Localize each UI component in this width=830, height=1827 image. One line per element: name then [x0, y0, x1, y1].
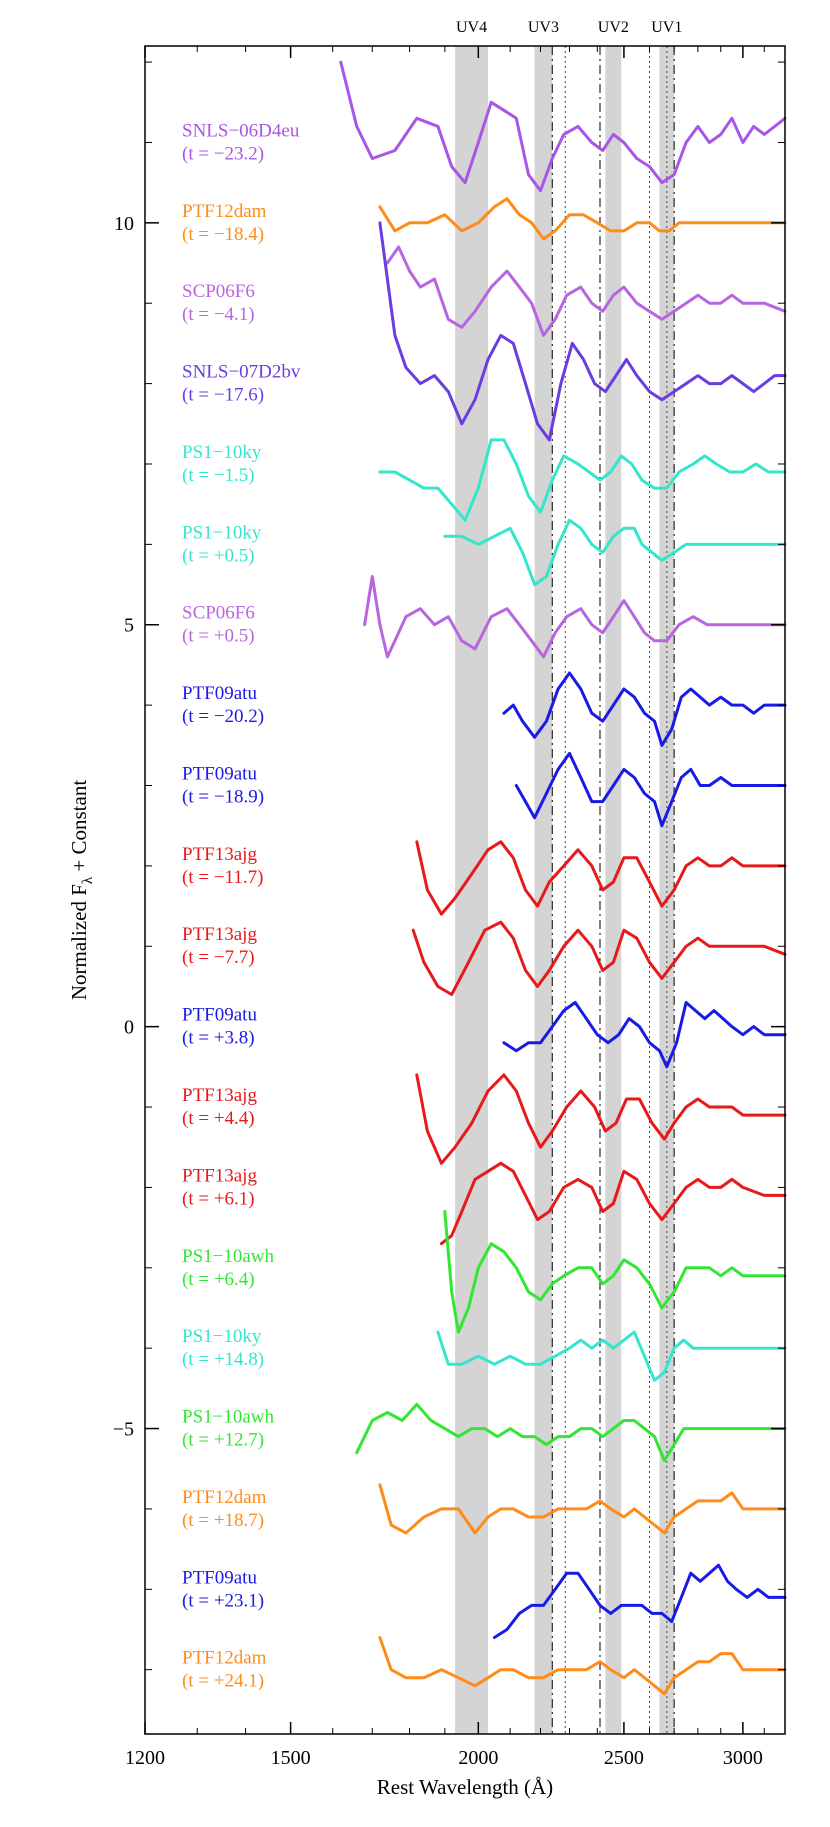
- series-epoch-label-14: (t = +6.4): [182, 1269, 255, 1290]
- series-line-2: [385, 245, 787, 337]
- series-name-label-15: PS1−10ky: [182, 1326, 262, 1347]
- series-name-label-10: PTF13ajg: [182, 924, 257, 945]
- series-line-1: [378, 197, 787, 241]
- series-line-19: [378, 1636, 787, 1696]
- series-name-label-3: SNLS−07D2bv: [182, 362, 301, 383]
- series-epoch-label-0: (t = −23.2): [182, 143, 264, 164]
- series-name-label-0: SNLS−06D4eu: [182, 120, 300, 141]
- uv-band-label-uv1: UV1: [651, 19, 682, 36]
- uv-band-label-uv4: UV4: [456, 19, 487, 36]
- x-tick-label-0: 1200: [125, 1747, 165, 1769]
- uv-band-label-uv2: UV2: [598, 19, 629, 36]
- spectra-series: [339, 60, 787, 1696]
- x-axis-label: Rest Wavelength (Å): [377, 1775, 553, 1799]
- axis-ticks: 1200 1500 2000 2500 3000 10 5 0 −5: [113, 46, 785, 1769]
- series-name-label-18: PTF09atu: [182, 1567, 257, 1588]
- series-name-label-19: PTF12dam: [182, 1648, 267, 1669]
- y-axis-label-subscript: λ: [80, 876, 96, 884]
- series-epoch-label-16: (t = +12.7): [182, 1430, 264, 1451]
- series-name-label-4: PS1−10ky: [182, 442, 262, 463]
- y-tick-label-1: 5: [124, 615, 134, 637]
- plot-frame: [144, 45, 786, 1735]
- series-line-14: [443, 1210, 787, 1334]
- series-epoch-label-17: (t = +18.7): [182, 1510, 264, 1531]
- y-tick-label-0: 10: [114, 213, 134, 235]
- series-name-label-7: PTF09atu: [182, 683, 257, 704]
- series-epoch-label-6: (t = +0.5): [182, 626, 255, 647]
- series-name-label-9: PTF13ajg: [182, 844, 257, 865]
- series-epoch-label-1: (t = −18.4): [182, 224, 264, 245]
- series-line-9: [415, 840, 787, 916]
- series-name-label-1: PTF12dam: [182, 201, 267, 222]
- series-name-label-8: PTF09atu: [182, 763, 257, 784]
- series-name-label-17: PTF12dam: [182, 1487, 267, 1508]
- series-line-11: [502, 1001, 787, 1069]
- y-axis-label: Normalized Fλ + Constant: [67, 780, 96, 1001]
- series-name-label-14: PS1−10awh: [182, 1246, 275, 1267]
- series-name-label-13: PTF13ajg: [182, 1165, 257, 1186]
- uv-bands: UV4 UV3 UV2 UV1: [455, 19, 682, 1734]
- series-epoch-label-2: (t = −4.1): [182, 304, 255, 325]
- series-epoch-label-4: (t = −1.5): [182, 465, 255, 486]
- series-name-label-2: SCP06F6: [182, 281, 255, 302]
- x-tick-label-3: 2500: [604, 1747, 644, 1769]
- series-epoch-label-7: (t = −20.2): [182, 706, 264, 727]
- x-tick-label-1: 1500: [271, 1747, 311, 1769]
- uv-band-label-uv3: UV3: [528, 19, 559, 36]
- series-epoch-label-18: (t = +23.1): [182, 1590, 264, 1611]
- series-line-16: [355, 1402, 787, 1463]
- series-epoch-label-19: (t = +24.1): [182, 1671, 264, 1692]
- series-name-label-12: PTF13ajg: [182, 1085, 257, 1106]
- series-epoch-label-15: (t = +14.8): [182, 1349, 264, 1370]
- series-epoch-label-8: (t = −18.9): [182, 786, 264, 807]
- series-labels: SNLS−06D4eu(t = −23.2)PTF12dam(t = −18.4…: [182, 120, 301, 1691]
- series-line-18: [492, 1563, 787, 1639]
- uv-band-uv2: [605, 46, 622, 1734]
- series-line-5: [443, 518, 787, 587]
- series-epoch-label-11: (t = +3.8): [182, 1028, 255, 1049]
- x-tick-label-2: 2000: [458, 1747, 498, 1769]
- uv-band-uv1: [659, 46, 675, 1734]
- series-epoch-label-10: (t = −7.7): [182, 947, 255, 968]
- series-epoch-label-3: (t = −17.6): [182, 385, 264, 406]
- series-line-8: [514, 751, 787, 828]
- series-line-17: [378, 1483, 787, 1535]
- series-line-0: [339, 60, 787, 193]
- series-line-12: [415, 1073, 787, 1165]
- series-epoch-label-12: (t = +4.4): [182, 1108, 255, 1129]
- series-line-13: [439, 1161, 787, 1246]
- series-name-label-16: PS1−10awh: [182, 1407, 275, 1428]
- series-epoch-label-13: (t = +6.1): [182, 1188, 255, 1209]
- series-line-10: [411, 920, 787, 996]
- series-epoch-label-9: (t = −11.7): [182, 867, 263, 888]
- series-line-15: [436, 1330, 787, 1382]
- series-name-label-6: SCP06F6: [182, 603, 255, 624]
- uv-band-uv3: [534, 46, 553, 1734]
- series-name-label-5: PS1−10ky: [182, 522, 262, 543]
- x-tick-label-4: 3000: [723, 1747, 763, 1769]
- series-name-label-11: PTF09atu: [182, 1005, 257, 1026]
- series-epoch-label-5: (t = +0.5): [182, 545, 255, 566]
- series-line-4: [378, 438, 787, 522]
- y-tick-label-2: 0: [124, 1017, 134, 1039]
- series-line-3: [378, 221, 787, 442]
- y-tick-label-3: −5: [113, 1419, 134, 1441]
- series-line-7: [502, 671, 787, 747]
- series-line-6: [363, 575, 787, 659]
